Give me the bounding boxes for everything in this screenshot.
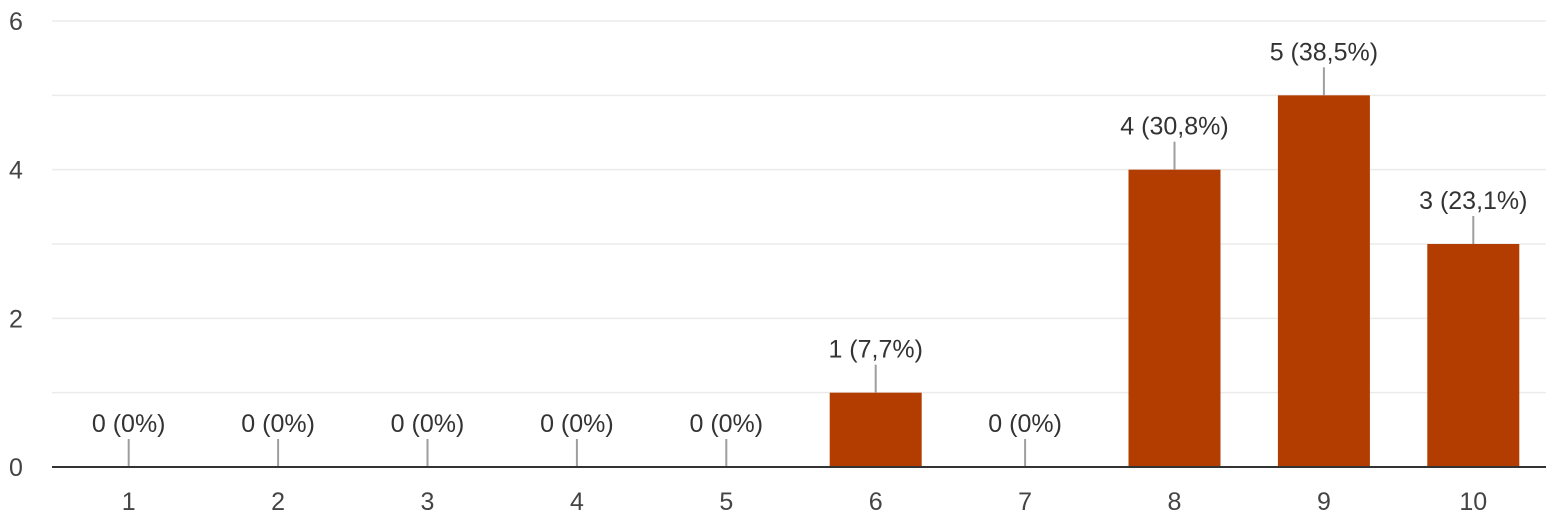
x-tick-label: 9 [1317, 488, 1331, 516]
x-tick-label: 8 [1168, 488, 1182, 516]
bars [829, 95, 1520, 467]
data-label: 0 (0%) [689, 410, 763, 438]
bar [1277, 95, 1370, 467]
data-labels: 0 (0%) 0 (0%) 0 (0%) 0 (0%) 0 (0%) 1 (7,7%) 0 … [92, 38, 1528, 438]
data-label: 3 (23,1%) [1419, 187, 1527, 215]
x-tick-label: 3 [421, 488, 435, 516]
x-tick-label: 2 [271, 488, 285, 516]
x-tick-label: 4 [570, 488, 584, 516]
x-tick-label: 7 [1018, 488, 1032, 516]
y-tick-label: 4 [9, 157, 23, 185]
y-tick-label: 0 [9, 454, 23, 482]
y-axis-ticks: 0 2 4 6 [9, 8, 23, 482]
x-tick-label: 6 [869, 488, 883, 516]
data-label: 4 (30,8%) [1120, 113, 1228, 141]
bar [829, 392, 922, 467]
x-tick-label: 1 [122, 488, 136, 516]
data-label-leaders [127, 67, 1475, 467]
x-axis-ticks: 1 2 3 4 5 6 7 8 9 10 [122, 488, 1487, 516]
data-label: 5 (38,5%) [1270, 38, 1378, 66]
data-label: 0 (0%) [92, 410, 166, 438]
bar [1128, 169, 1221, 467]
y-tick-label: 6 [9, 8, 23, 36]
bar [1427, 244, 1520, 467]
y-tick-label: 2 [9, 305, 23, 333]
x-tick-label: 10 [1459, 488, 1487, 516]
data-label: 0 (0%) [241, 410, 315, 438]
data-label: 0 (0%) [988, 410, 1062, 438]
x-tick-label: 5 [719, 488, 733, 516]
data-label: 0 (0%) [391, 410, 465, 438]
data-label: 0 (0%) [540, 410, 614, 438]
data-label: 1 (7,7%) [828, 336, 922, 364]
